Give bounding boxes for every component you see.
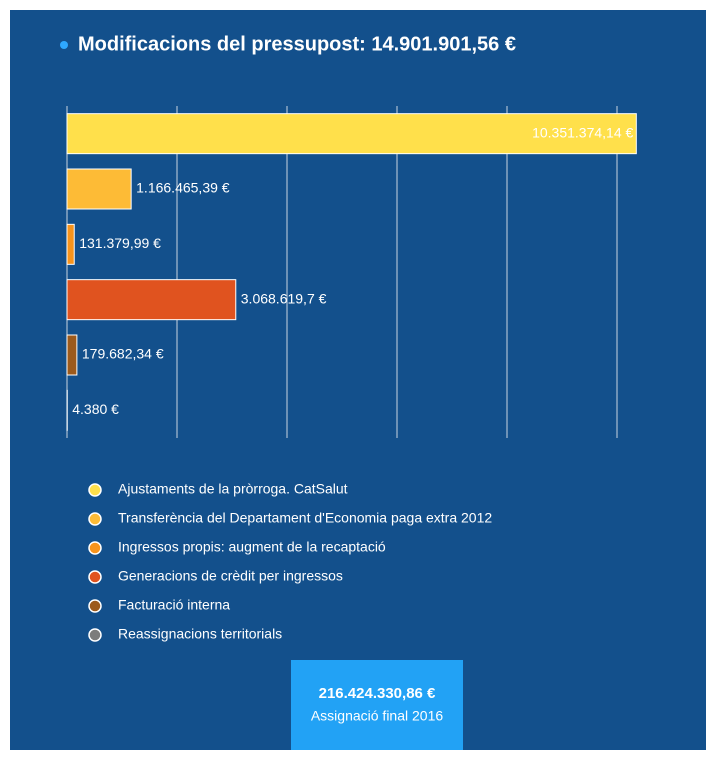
data-label: 179.682,34 € [82,346,164,362]
legend-label: Reassignacions territorials [118,626,282,642]
legend-marker [88,541,102,555]
bar [66,223,75,265]
bar [66,113,637,155]
data-label: 131.379,99 € [79,235,161,251]
summary-value: 216.424.330,86 € [319,685,436,702]
bar [66,334,78,376]
title-bullet [60,41,68,49]
legend-marker [88,628,102,642]
bar [66,279,237,321]
legend-label: Ajustaments de la pròrroga. CatSalut [118,481,348,497]
data-label: 10.351.374,14 € [532,124,633,140]
legend-label: Facturació interna [118,597,230,613]
legend-marker [88,483,102,497]
legend-marker [88,599,102,613]
data-label: 1.166.465,39 € [136,180,230,196]
legend-label: Generacions de crèdit per ingressos [118,568,343,584]
legend-marker [88,512,102,526]
summary-label: Assignació final 2016 [311,708,444,724]
summary-box [291,660,463,750]
legend-marker [88,570,102,584]
data-label: 4.380 € [72,401,119,417]
data-label: 3.068.619,7 € [241,290,327,306]
legend-label: Ingressos propis: augment de la recaptac… [118,539,386,555]
legend-label: Transferència del Departament d'Economia… [118,510,492,526]
bar [66,168,132,210]
chart-title: Modificacions del pressupost: 14.901.901… [78,33,516,55]
